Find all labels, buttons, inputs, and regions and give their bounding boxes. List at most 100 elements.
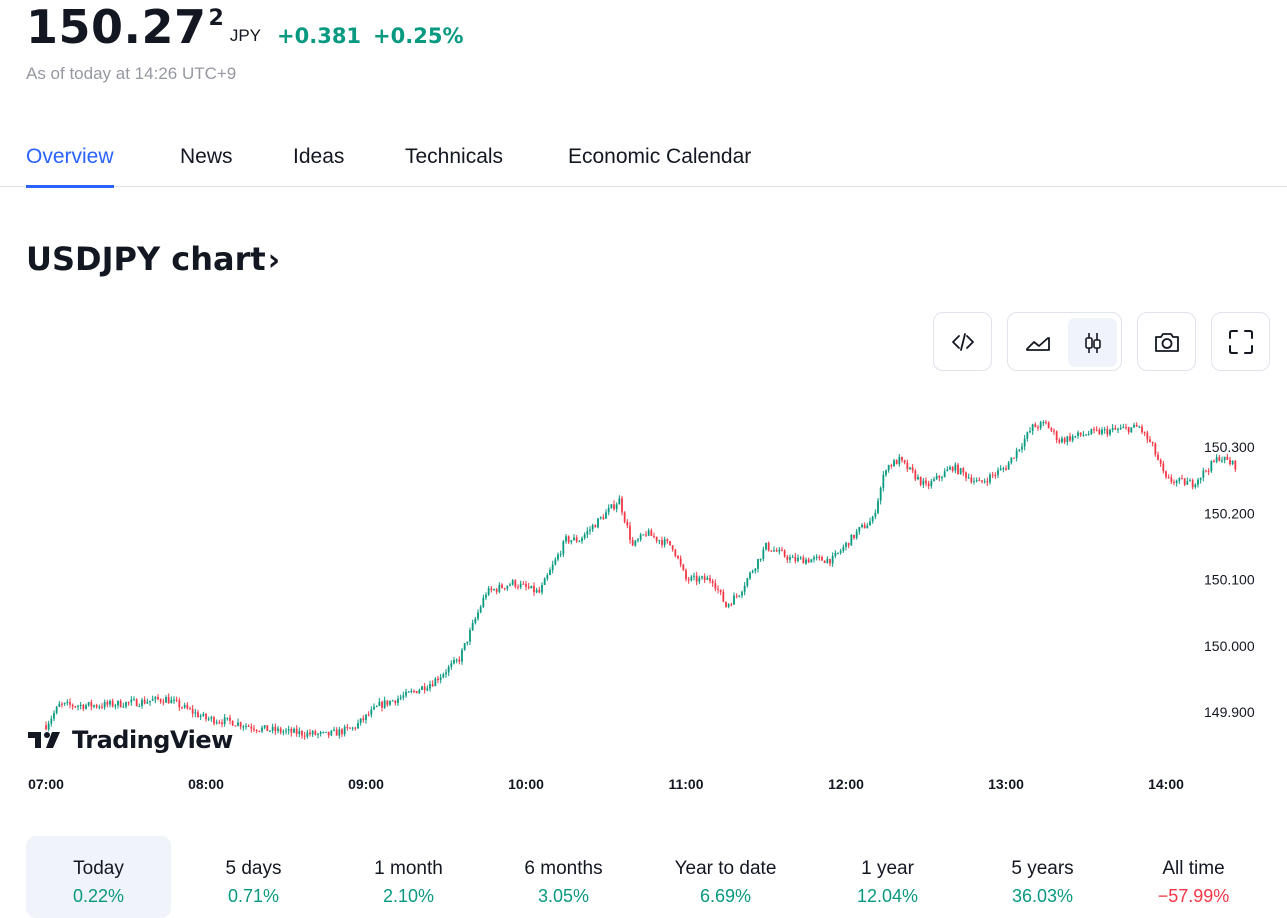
candle-body <box>1127 427 1130 433</box>
area-style-button[interactable] <box>1013 318 1062 367</box>
candle-body <box>863 524 866 529</box>
candle-body <box>333 729 335 731</box>
candle-body <box>138 706 141 708</box>
candle-body <box>146 702 149 704</box>
tab-ideas[interactable]: Ideas <box>293 145 345 168</box>
range-5-years[interactable]: 5 years 36.03% <box>970 836 1115 918</box>
range-1-year[interactable]: 1 year 12.04% <box>815 836 960 918</box>
range-value: 6.69% <box>699 886 752 906</box>
candles-style-button[interactable] <box>1068 318 1117 367</box>
candle-body <box>661 540 663 545</box>
candle-body <box>567 536 570 543</box>
candle-body <box>565 536 567 542</box>
candle-body <box>1226 456 1229 460</box>
candle-body <box>66 702 69 704</box>
candle-body <box>610 504 613 509</box>
candle-body <box>893 460 895 467</box>
tab-news[interactable]: News <box>180 145 233 168</box>
candle-body <box>383 700 386 708</box>
range-year-to-date[interactable]: Year to date 6.69% <box>653 836 798 918</box>
snapshot-button[interactable] <box>1137 312 1196 371</box>
candle-body <box>789 557 791 560</box>
candle-body <box>591 525 594 530</box>
candle-body <box>509 584 511 586</box>
candle-body <box>741 591 743 596</box>
candle-body <box>263 725 266 728</box>
candle-body <box>274 726 277 732</box>
candle-body <box>695 575 698 582</box>
price-chart[interactable]: 150.300 150.200 150.100 150.000 149.900 07:0… <box>0 380 1287 810</box>
time-axis-label: 07:00 <box>28 776 64 792</box>
candle-body <box>1215 457 1218 462</box>
candle-body <box>586 530 589 535</box>
candle-body <box>677 556 679 559</box>
candle-body <box>1023 438 1026 447</box>
candle-body <box>682 564 685 570</box>
candle-body <box>685 569 687 580</box>
candle-body <box>266 725 269 732</box>
candle-body <box>1090 429 1093 434</box>
price-axis: 150.300 150.200 150.100 150.000 149.900 <box>1204 439 1255 720</box>
candle-body <box>607 508 610 513</box>
candle-body <box>765 542 767 550</box>
candle-body <box>511 580 514 585</box>
fullscreen-button[interactable] <box>1211 312 1270 371</box>
candle-body <box>93 705 95 707</box>
candle-body <box>154 696 157 700</box>
candle-body <box>861 524 863 528</box>
candle-body <box>437 678 439 681</box>
range-value: 12.04% <box>856 886 919 906</box>
candle-body <box>877 500 879 513</box>
candle-body <box>303 735 306 737</box>
candle-body <box>135 699 138 707</box>
candle-body <box>951 467 954 471</box>
tradingview-logo[interactable]: TradingView <box>26 726 233 754</box>
fullscreen-icon <box>1228 329 1253 354</box>
currency-label: JPY <box>229 26 262 45</box>
candle-body <box>645 534 647 536</box>
range-today[interactable]: Today 0.22% <box>26 836 171 918</box>
range-1-month[interactable]: 1 month 2.10% <box>336 836 481 918</box>
candle-body <box>1018 449 1021 451</box>
candle-body <box>853 534 855 539</box>
candle-body <box>87 702 90 706</box>
candle-body <box>255 730 258 732</box>
candle-body <box>1117 429 1119 431</box>
candle-body <box>69 702 71 705</box>
candle-body <box>1205 470 1207 472</box>
candle-body <box>1141 426 1143 433</box>
tab-overview[interactable]: Overview <box>26 145 114 188</box>
candle-body <box>725 601 727 607</box>
candle-body <box>493 589 495 591</box>
candle-body <box>205 713 207 720</box>
as-of-timestamp: As of today at 14:26 UTC+9 <box>26 64 237 83</box>
candle-body <box>1053 430 1055 432</box>
candle-body <box>879 487 882 501</box>
candle-body <box>469 630 471 642</box>
range-6-months[interactable]: 6 months 3.05% <box>491 836 636 918</box>
candle-body <box>1122 427 1125 429</box>
candle-body <box>706 577 709 580</box>
candle-body <box>351 727 354 729</box>
last-price-fraction: 2 <box>208 6 224 31</box>
tab-economic-calendar[interactable]: Economic Calendar <box>568 145 752 168</box>
candle-body <box>615 504 618 509</box>
range-5-days[interactable]: 5 days 0.71% <box>181 836 326 918</box>
area-chart-icon <box>1025 336 1050 351</box>
candle-body <box>831 555 834 564</box>
candle-body <box>562 541 565 555</box>
chart-title-link[interactable]: USDJPY chart› <box>26 240 280 278</box>
tab-technicals[interactable]: Technicals <box>405 145 504 168</box>
range-value: −57.99% <box>1157 886 1230 906</box>
candle-body <box>103 702 106 708</box>
candle-body <box>749 572 751 579</box>
candle-body <box>301 731 303 736</box>
range-label: 6 months <box>524 858 603 879</box>
candle-body <box>343 726 346 735</box>
range-all-time[interactable]: All time −57.99% <box>1121 836 1266 918</box>
candle-body <box>221 722 223 724</box>
candle-body <box>807 559 810 563</box>
candle-body <box>869 521 871 526</box>
candle-body <box>962 468 965 473</box>
embed-button[interactable] <box>933 312 992 371</box>
